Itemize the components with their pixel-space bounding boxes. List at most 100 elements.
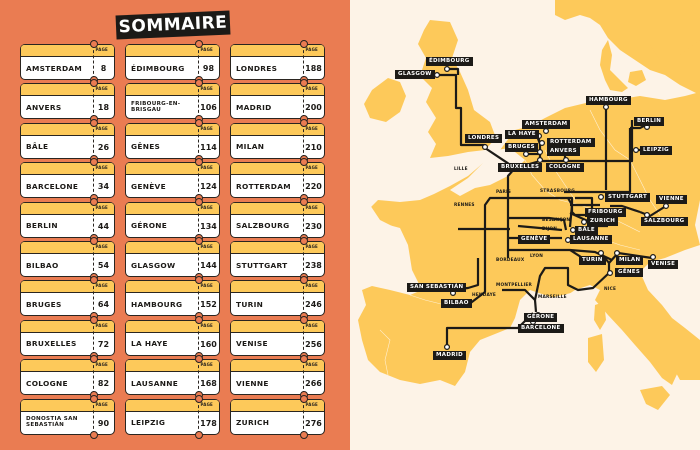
city-label-geneve[interactable]: GENÈVE <box>518 235 551 244</box>
toc-entry[interactable]: PAGE SALZBOURG 230 <box>230 197 325 242</box>
stop-label-bordeaux: BORDEAUX <box>496 258 525 263</box>
ticket-perforation <box>93 202 94 237</box>
toc-entry[interactable]: PAGE GÊNES 114 <box>125 118 220 163</box>
toc-entry-name: MILAN <box>236 142 265 152</box>
toc-entry[interactable]: PAGE BRUGES 64 <box>20 276 115 321</box>
city-label-milan[interactable]: MILAN <box>616 256 644 265</box>
city-label-amsterdam[interactable]: AMSTERDAM <box>522 120 571 129</box>
city-label-fribourg[interactable]: FRIBOURG <box>585 208 626 217</box>
city-label-anvers[interactable]: ANVERS <box>547 147 580 156</box>
toc-entry[interactable]: PAGE LAUSANNE 168 <box>125 355 220 400</box>
city-label-edimbourg[interactable]: ÉDIMBOURG <box>426 57 473 66</box>
ticket-header <box>126 202 219 215</box>
stop-label-besancon: BESANÇON <box>542 218 571 223</box>
ticket-notch-icon <box>195 118 203 127</box>
toc-entry-page: 160 <box>200 339 217 349</box>
toc-entry[interactable]: PAGE MADRID 200 <box>230 79 325 124</box>
city-label-madrid[interactable]: MADRID <box>433 351 466 360</box>
ticket-notch-icon <box>90 276 98 285</box>
city-label-genes[interactable]: GÊNES <box>615 268 644 277</box>
ticket-header <box>21 163 114 176</box>
page-label: PAGE <box>200 401 213 407</box>
toc-entry[interactable]: PAGE GÉRONE 134 <box>125 197 220 242</box>
city-label-venise[interactable]: VENISE <box>648 260 679 269</box>
stop-label-nice: NICE <box>604 287 617 292</box>
toc-entry[interactable]: PAGE MILAN 210 <box>230 118 325 163</box>
toc-entry-name: LEIPZIG <box>131 418 166 428</box>
ticket-header <box>126 241 219 254</box>
toc-entry[interactable]: PAGE ÉDIMBOURG 98 <box>125 40 220 84</box>
toc-entry-name: ZURICH <box>236 418 270 428</box>
city-label-barcelone[interactable]: BARCELONE <box>518 324 564 333</box>
ticket-notch-icon <box>195 79 203 88</box>
toc-entry[interactable]: PAGE GLASGOW 144 <box>125 236 220 281</box>
city-label-gerone[interactable]: GÉRONE <box>524 313 558 322</box>
toc-entry[interactable]: PAGE ZURICH 276 <box>230 394 325 439</box>
city-label-stuttgart[interactable]: STUTTGART <box>605 193 651 202</box>
toc-entry-name: BRUGES <box>26 299 62 309</box>
toc-entry[interactable]: PAGE BERLIN 44 <box>20 197 115 242</box>
toc-entry-name: GENÈVE <box>131 181 166 191</box>
toc-entry[interactable]: PAGE FRIBOURG-EN-BRISGAU 106 <box>125 79 220 124</box>
toc-entry-name: LA HAYE <box>131 339 168 349</box>
toc-entry[interactable]: PAGE LEIPZIG 178 <box>125 394 220 439</box>
toc-entry-name: MADRID <box>236 103 272 112</box>
toc-entry-name: BERLIN <box>26 221 58 231</box>
ticket-notch-icon <box>300 394 308 403</box>
toc-entry-page: 8 <box>100 64 107 73</box>
toc-entry-name: VENISE <box>236 339 268 349</box>
page-label: PAGE <box>305 47 318 52</box>
city-label-la-haye[interactable]: LA HAYE <box>505 130 539 139</box>
toc-entry[interactable]: PAGE VIENNE 266 <box>230 355 325 400</box>
ticket-perforation <box>93 241 94 276</box>
toc-entry[interactable]: PAGE AMSTERDAM 8 <box>20 40 115 84</box>
city-label-zurich[interactable]: ZURICH <box>587 217 619 226</box>
ticket-perforation <box>93 399 94 434</box>
city-label-bilbao[interactable]: BILBAO <box>441 299 472 308</box>
toc-entry[interactable]: PAGE HAMBOURG 152 <box>125 276 220 321</box>
toc-entry[interactable]: PAGE GENÈVE 124 <box>125 158 220 203</box>
ticket-perforation <box>303 281 304 316</box>
city-label-glasgow[interactable]: GLASGOW <box>395 70 435 79</box>
toc-entry[interactable]: PAGE BRUXELLES 72 <box>20 315 115 360</box>
city-label-vienne[interactable]: VIENNE <box>656 195 687 204</box>
toc-entry[interactable]: PAGE BÂLE 26 <box>20 118 115 163</box>
city-label-hambourg[interactable]: HAMBOURG <box>586 96 631 105</box>
city-label-turin[interactable]: TURIN <box>579 256 606 265</box>
stop-label-lyon: LYON <box>530 254 544 259</box>
toc-title: SOMMAIRE <box>118 12 228 38</box>
toc-entry[interactable]: PAGE STUTTGART 238 <box>230 236 325 281</box>
page-label: PAGE <box>305 243 318 249</box>
city-label-san-sebastian[interactable]: SAN SEBASTIÁN <box>407 283 467 292</box>
city-label-bruges[interactable]: BRUGES <box>505 143 538 152</box>
city-label-bale[interactable]: BÂLE <box>575 226 598 235</box>
toc-entry-page: 238 <box>305 260 322 270</box>
city-label-londres[interactable]: LONDRES <box>465 134 503 143</box>
toc-entry-name: LAUSANNE <box>131 378 179 388</box>
ticket-perforation <box>303 202 304 237</box>
ticket-notch-icon <box>90 118 98 127</box>
ticket-header <box>21 399 114 412</box>
toc-entry[interactable]: PAGE DONOSTIA SAN SEBASTIÁN 90 <box>20 394 115 439</box>
toc-entry[interactable]: PAGE BARCELONE 34 <box>20 158 115 203</box>
toc-entry-name: BÂLE <box>26 142 49 152</box>
city-label-cologne[interactable]: COLOGNE <box>546 163 584 172</box>
city-label-salzbourg[interactable]: SALZBOURG <box>641 217 688 226</box>
toc-entry-name: GLASGOW <box>131 260 176 270</box>
ticket-perforation <box>303 123 304 158</box>
toc-entry[interactable]: PAGE BILBAO 54 <box>20 236 115 281</box>
city-label-leipzig[interactable]: LEIPZIG <box>640 146 672 155</box>
toc-entry-name: BILBAO <box>26 260 59 270</box>
toc-entry[interactable]: PAGE LA HAYE 160 <box>125 315 220 360</box>
toc-entry[interactable]: PAGE ANVERS 18 <box>20 79 115 124</box>
toc-entry[interactable]: PAGE VENISE 256 <box>230 315 325 360</box>
city-label-bruxelles[interactable]: BRUXELLES <box>498 163 543 172</box>
toc-entry[interactable]: PAGE ROTTERDAM 220 <box>230 158 325 203</box>
toc-entry[interactable]: PAGE COLOGNE 82 <box>20 355 115 400</box>
stop-label-dijon: DIJON <box>542 227 558 232</box>
city-label-rotterdam[interactable]: ROTTERDAM <box>547 138 595 147</box>
city-label-berlin[interactable]: BERLIN <box>634 117 665 126</box>
city-label-lausanne[interactable]: LAUSANNE <box>570 235 612 244</box>
toc-entry[interactable]: PAGE TURIN 246 <box>230 276 325 321</box>
toc-entry[interactable]: PAGE LONDRES 188 <box>230 40 325 84</box>
